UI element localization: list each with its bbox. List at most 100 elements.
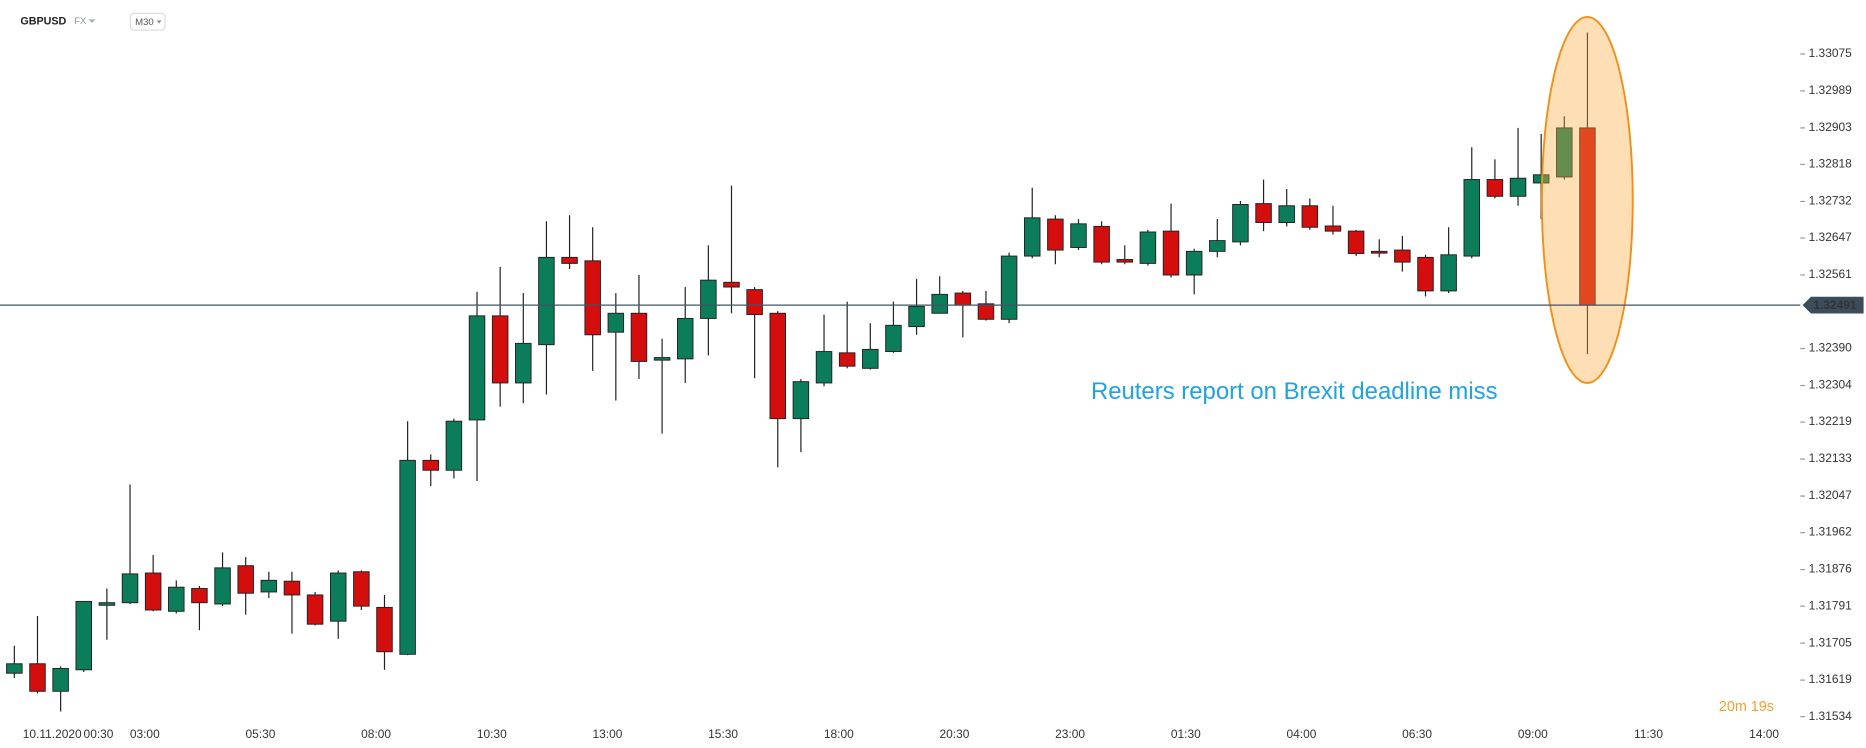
candle-body [676, 317, 694, 360]
candle-body [862, 348, 879, 369]
timeframe-box[interactable] [129, 12, 166, 31]
y-tick-label: 1.31705 [1809, 635, 1853, 649]
candle-body [538, 256, 555, 346]
candle-body [260, 579, 278, 593]
y-tick-label: 1.32647 [1809, 230, 1853, 244]
price-axis: 1.33075 1.32989 1.32903 1.32818 1.32732 1.326… [0, 46, 1864, 741]
symbol[interactable]: GBPUSD [20, 16, 66, 28]
x-tick-label: 09:00 [1518, 727, 1548, 741]
y-tick-label: 1.31619 [1809, 672, 1853, 686]
x-tick-label: 15:30 [708, 727, 738, 741]
x-tick-label: 14:00 [1749, 727, 1779, 741]
candle-body [515, 342, 532, 384]
x-tick-label: 11:30 [1634, 727, 1663, 741]
candle-body [29, 663, 46, 692]
candle-body [584, 260, 601, 336]
countdown: 20m 19s [1719, 699, 1774, 715]
candle-body [144, 572, 162, 611]
x-tick-label: 03:00 [130, 727, 160, 741]
candle-body [376, 606, 393, 653]
candle-body [168, 586, 185, 612]
candle-body [700, 279, 717, 319]
y-tick-label: 1.32818 [1809, 157, 1853, 171]
y-tick-label: 1.32561 [1809, 267, 1853, 281]
candle-body [98, 602, 116, 606]
current-price-label: 1.32491 [1813, 298, 1857, 312]
x-tick-label: 18:00 [824, 727, 854, 741]
candle-body [445, 420, 463, 471]
candle-body [1463, 179, 1481, 257]
candle-body [1370, 250, 1388, 254]
candle-body [746, 289, 763, 316]
candle-body [1093, 225, 1110, 263]
annotation: Reuters report on Brexit deadline miss [1091, 378, 1498, 405]
candle-body [306, 594, 324, 625]
y-tick-label: 1.32133 [1809, 451, 1853, 465]
candle-body [468, 315, 486, 421]
candle-body [931, 293, 948, 314]
candle-body [1047, 218, 1064, 251]
x-tick-label: 13:00 [592, 727, 622, 741]
x-tick-label: 06:30 [1402, 727, 1432, 741]
candle-body [653, 357, 671, 361]
y-tick-label: 1.33075 [1809, 46, 1853, 60]
candle-body [1070, 223, 1087, 248]
timeframe-caret [156, 20, 162, 24]
y-tick-label: 1.32390 [1809, 341, 1853, 355]
candle-body [1116, 259, 1134, 263]
candle-body [1417, 256, 1434, 292]
y-tick-label: 1.31791 [1809, 598, 1853, 612]
candle-body [561, 256, 578, 264]
candle-body [1324, 225, 1342, 232]
candle-body [1000, 255, 1018, 320]
candle-body [237, 565, 254, 594]
candle-body [1301, 205, 1319, 228]
x-tick-label: 23:00 [1055, 727, 1085, 741]
candle-body [977, 303, 995, 320]
candle-body [1255, 203, 1272, 224]
y-tick-label: 1.32989 [1809, 83, 1853, 97]
candle-body [1209, 240, 1226, 252]
y-tick-label: 1.31534 [1809, 709, 1853, 723]
market-dropdown[interactable] [88, 19, 96, 23]
market: FX [74, 16, 87, 27]
candle-body [769, 312, 787, 420]
x-tick-label: 00:30 [84, 727, 114, 741]
candle-body [815, 351, 833, 384]
candle-body [1023, 217, 1041, 257]
candle-body [954, 292, 972, 306]
candle-body [121, 573, 139, 604]
candle-body [1440, 254, 1457, 292]
candle-body [283, 580, 301, 596]
x-tick-label: 05:30 [245, 727, 275, 741]
candle-body [885, 324, 902, 353]
timeframe[interactable]: M30 [135, 17, 154, 28]
candles [6, 32, 1596, 712]
candle-body [1394, 249, 1411, 263]
candle-body [1509, 177, 1527, 197]
candle-body [75, 600, 93, 671]
candle-body [422, 459, 440, 471]
candle-body [1232, 203, 1249, 243]
y-tick-label: 1.32732 [1809, 194, 1853, 208]
x-tick-label: 08:00 [361, 727, 391, 741]
y-tick-label: 1.32047 [1809, 488, 1853, 502]
y-tick-label: 1.31876 [1809, 562, 1853, 576]
y-tick-label: 1.32219 [1809, 414, 1853, 428]
candle-body [52, 668, 69, 692]
x-tick-label: 04:00 [1287, 727, 1317, 741]
candle-body [1278, 205, 1295, 224]
candle-body [1139, 231, 1157, 264]
candle-body [630, 312, 648, 362]
current-price-tag [1802, 296, 1864, 314]
candle-body [1556, 127, 1573, 178]
candle-body [792, 381, 810, 420]
candle-body [1486, 179, 1504, 197]
candle-body [191, 588, 208, 604]
y-tick-label: 1.32304 [1809, 378, 1853, 392]
candle-body [353, 571, 370, 607]
candle-body [399, 459, 416, 655]
candle-body [1185, 250, 1203, 276]
